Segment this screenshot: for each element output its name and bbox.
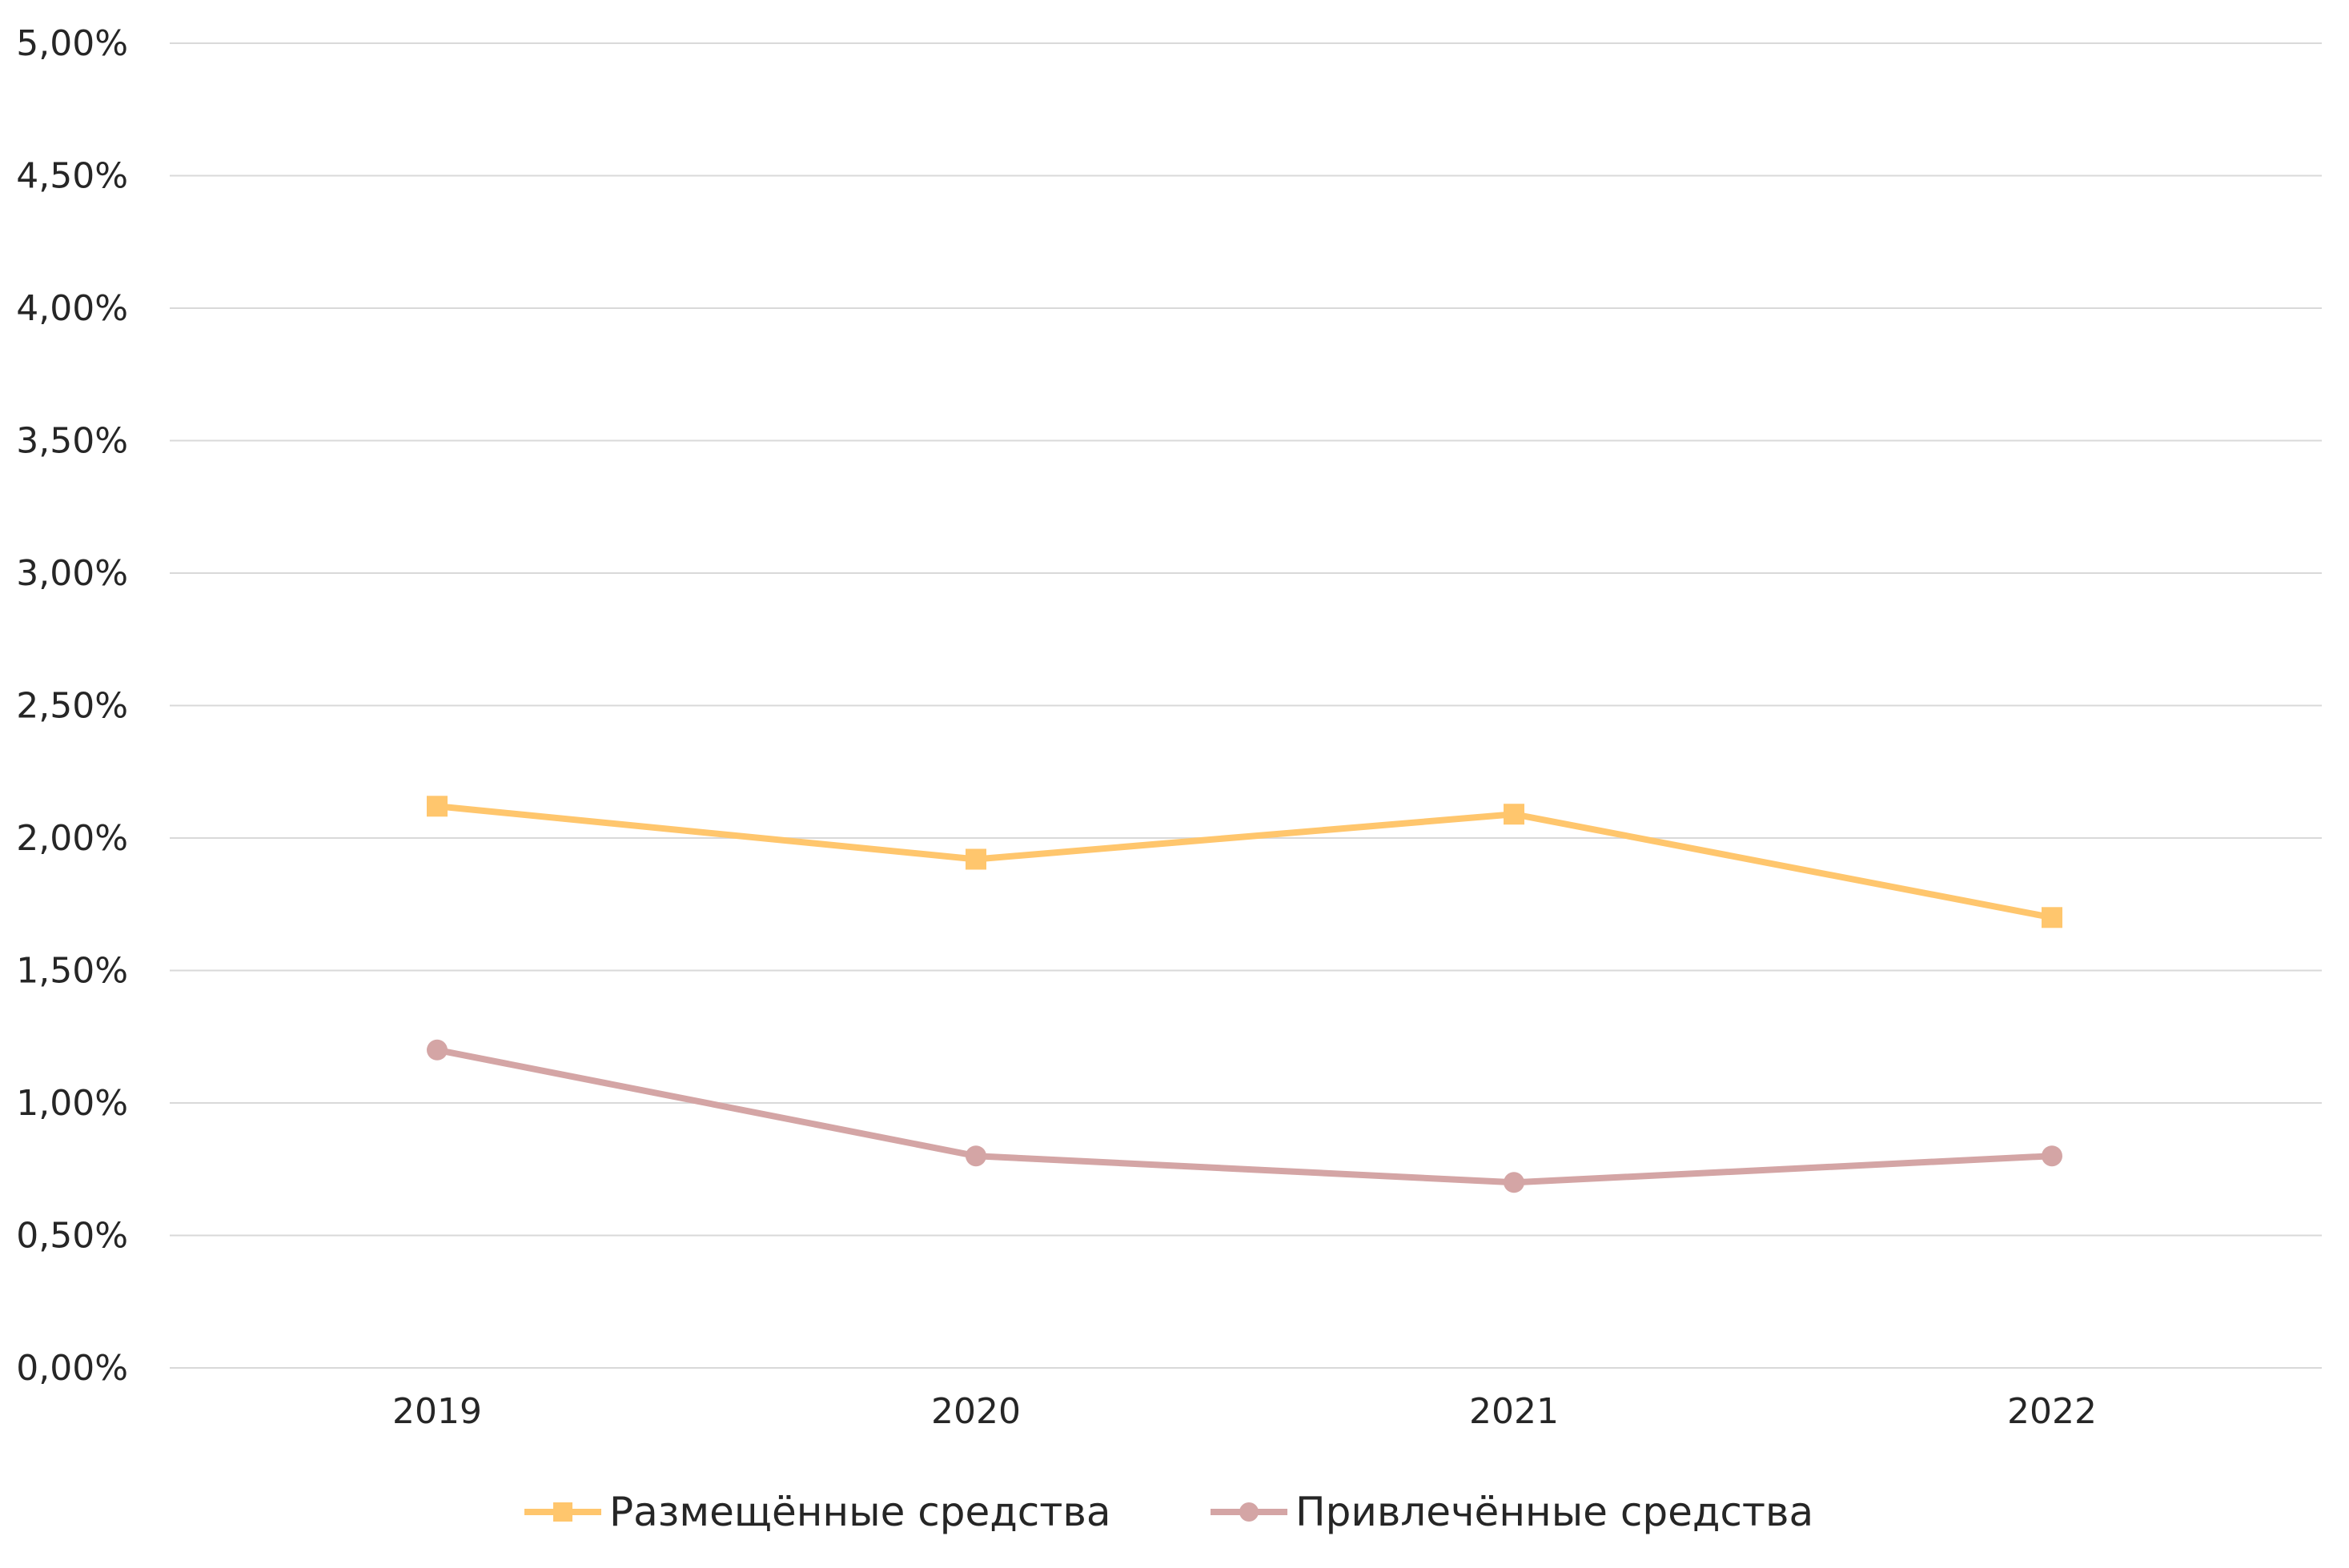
y-tick-label: 2,00% (16, 818, 128, 859)
y-tick-label: 2,50% (16, 686, 128, 727)
y-tick-label: 4,50% (16, 156, 128, 197)
y-axis-ticks: 0,00% 0,50% 1,00% 1,50% 2,00% 2,50% 3,00% 3,50%… (16, 23, 128, 1389)
x-tick-label: 2019 (392, 1391, 482, 1432)
legend-marker (553, 1502, 572, 1522)
legend: Размещённые средства Привлечённые средств… (524, 1489, 1813, 1535)
x-tick-label: 2020 (931, 1391, 1021, 1432)
legend-item: Привлечённые средства (1211, 1489, 1813, 1535)
data-point-marker (2042, 907, 2062, 928)
series-line (434, 1046, 2055, 1186)
data-point-marker (427, 796, 448, 817)
data-point-marker (966, 848, 986, 870)
y-tick-label: 3,50% (16, 421, 128, 462)
series-line (434, 803, 2055, 921)
y-tick-label: 4,00% (16, 288, 128, 329)
legend-label: Привлечённые средства (1295, 1489, 1813, 1535)
data-point-marker (1504, 1172, 1524, 1193)
legend-marker (1239, 1502, 1259, 1522)
x-tick-label: 2022 (2007, 1391, 2097, 1432)
data-point-marker (1504, 804, 1524, 825)
y-tick-label: 5,00% (16, 23, 128, 64)
x-axis-ticks: 2019 2020 2021 2022 (392, 1391, 2097, 1432)
y-tick-label: 3,00% (16, 553, 128, 594)
y-tick-label: 1,00% (16, 1083, 128, 1124)
y-tick-label: 0,00% (16, 1348, 128, 1389)
y-tick-label: 0,50% (16, 1216, 128, 1257)
x-tick-label: 2021 (1469, 1391, 1559, 1432)
y-tick-label: 1,50% (16, 951, 128, 992)
data-point-marker (966, 1145, 986, 1167)
legend-item: Размещённые средства (524, 1489, 1111, 1535)
series-lines (427, 796, 2062, 1193)
data-point-marker (427, 1039, 448, 1061)
data-point-marker (2042, 1145, 2062, 1167)
legend-label: Размещённые средства (609, 1489, 1111, 1535)
